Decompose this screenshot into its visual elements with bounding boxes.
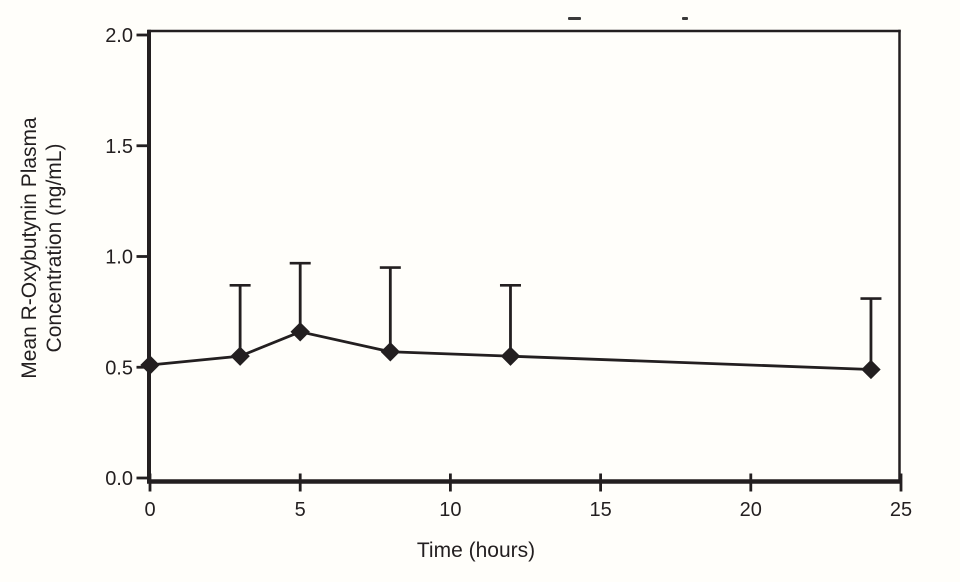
y-tick-label: 0.5 (105, 357, 133, 379)
y-tick-label: 2.0 (105, 25, 133, 47)
cropped-text-artifact-right (682, 17, 688, 20)
y-tick-label: 1.0 (105, 247, 133, 269)
x-tick-label: 0 (144, 499, 155, 521)
y-tick-label: 1.5 (105, 136, 133, 158)
x-axis-title: Time (hours) (417, 539, 535, 562)
data-point-diamond (500, 346, 521, 366)
cropped-text-artifact-left (568, 17, 581, 20)
data-point-diamond (380, 342, 401, 362)
y-axis-title-line2: Concentration (ng/mL) (43, 144, 66, 353)
y-axis-title-line1: Mean R-Oxybutynin Plasma (18, 117, 41, 379)
x-tick-label: 15 (589, 499, 611, 521)
axis-ticks: 0.0 0.5 1.0 1.5 2.0 0 5 10 15 20 25 (105, 25, 912, 521)
data-point-diamond (230, 346, 250, 366)
concentration-line (149, 330, 872, 371)
data-series (140, 261, 882, 380)
plot-frame (147, 29, 901, 484)
data-point-diamond (140, 355, 160, 375)
data-point-diamond (290, 322, 310, 342)
x-tick-label: 25 (890, 499, 912, 521)
x-tick-label: 5 (295, 499, 306, 521)
y-tick-label: 0.0 (105, 468, 133, 490)
x-tick-label: 10 (439, 499, 461, 521)
x-tick-label: 20 (740, 499, 762, 521)
data-point-diamond (861, 359, 881, 380)
